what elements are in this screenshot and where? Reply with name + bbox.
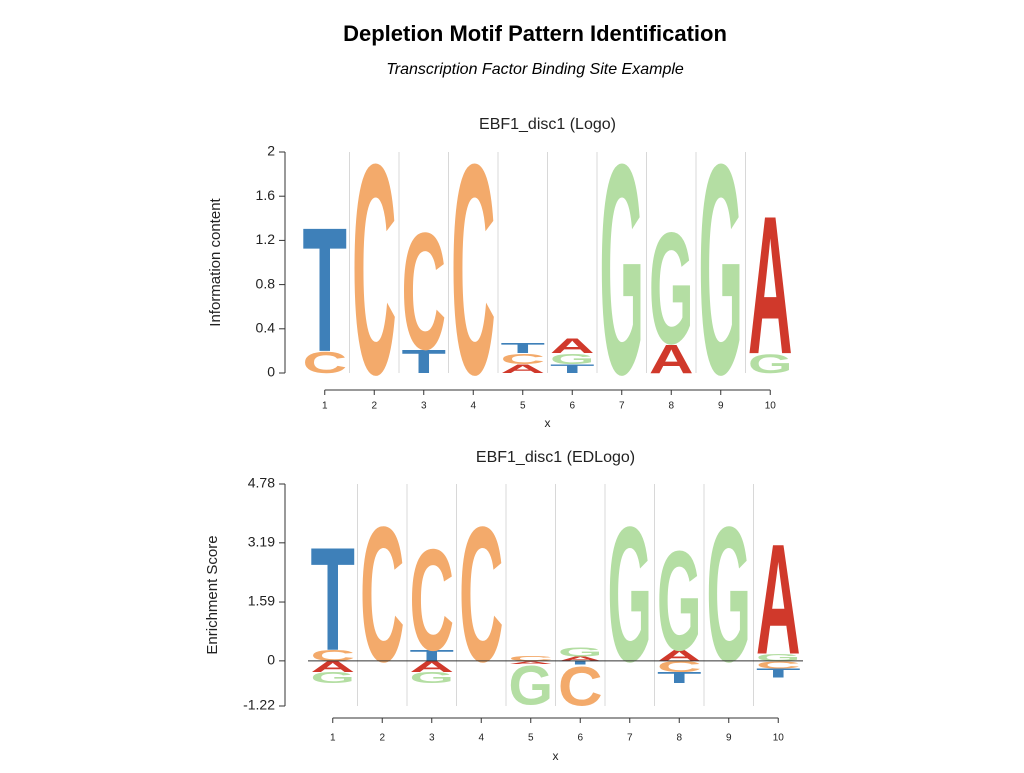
y-tick-label: 0 [267, 364, 275, 380]
logo-letter: A [409, 659, 454, 676]
x-tick-label: 1 [322, 401, 328, 412]
y-axis-label: Enrichment Score [204, 535, 221, 654]
logo-letter: C [508, 654, 553, 662]
logo-letter: A [550, 334, 595, 358]
logo-letter: T [657, 670, 702, 687]
logo-letter: A [748, 177, 793, 396]
logo-letter: T [550, 362, 595, 376]
x-tick-label: 4 [470, 401, 476, 412]
logo-letter: G [310, 670, 355, 687]
y-tick-label: 1.59 [248, 593, 275, 609]
x-tick-label: 2 [379, 733, 385, 744]
logo-letter: G [550, 351, 595, 368]
logo-letter: T [302, 192, 347, 389]
logo-letter: C [360, 486, 405, 702]
logo-letter: A [756, 510, 801, 687]
x-tick-label: 2 [371, 401, 377, 412]
logo-letter: G [748, 348, 793, 379]
x-tick-label: 8 [668, 401, 674, 412]
x-tick-label: 6 [577, 733, 583, 744]
y-tick-label: 2 [267, 143, 275, 159]
x-tick-label: 7 [619, 401, 625, 412]
logo-letter: C [352, 103, 397, 438]
logo-letter: G [558, 645, 603, 659]
x-tick-label: 10 [773, 733, 785, 744]
y-tick-label: 1.2 [256, 231, 276, 247]
logo-letter: G [649, 199, 694, 377]
y-tick-label: 0.4 [256, 320, 276, 336]
logo-letter: T [500, 340, 545, 357]
logo-letter: C [657, 659, 702, 676]
x-tick-label: 8 [676, 733, 682, 744]
x-tick-label: 10 [765, 401, 777, 412]
subplot-title: EBF1_disc1 (EDLogo) [476, 449, 635, 466]
logo-letter: T [401, 344, 446, 381]
x-tick-label: 3 [429, 733, 435, 744]
y-tick-label: 4.78 [248, 475, 275, 491]
y-axis-label: Information content [207, 197, 224, 326]
page-title: Depletion Motif Pattern Identification [343, 21, 727, 46]
page-subtitle: Transcription Factor Binding Site Exampl… [386, 61, 684, 78]
logo-letter: C [500, 351, 545, 368]
logo-letter: C [401, 198, 446, 384]
x-tick-label: 9 [718, 401, 724, 412]
x-tick-label: 5 [528, 733, 534, 744]
x-tick-label: 7 [627, 733, 633, 744]
logo-letter: G [599, 103, 644, 438]
subplot-title: EBF1_disc1 (Logo) [479, 116, 616, 133]
logo-letter: T [756, 666, 801, 680]
logo-letter: C [310, 647, 355, 664]
logo-letter: G [706, 486, 751, 702]
y-tick-label: 1.6 [256, 187, 276, 203]
y-tick-label: -1.22 [243, 697, 275, 713]
y-tick-label: 3.19 [248, 534, 275, 550]
logo-letter: A [649, 336, 694, 382]
logo-letter: G [657, 521, 702, 681]
logo-letter: C [756, 659, 801, 670]
logo-letter: T [558, 660, 603, 666]
logo-letter: G [607, 486, 652, 702]
x-axis-label: x [545, 416, 551, 430]
y-tick-label: 0 [267, 652, 275, 668]
y-tick-label: 0.8 [256, 275, 276, 291]
logo-letter: T [310, 517, 355, 682]
x-tick-label: 4 [478, 733, 484, 744]
logo-letter: C [459, 486, 504, 702]
logo-letter: G [508, 655, 553, 717]
x-tick-label: 6 [569, 401, 575, 412]
logo-letter: C [558, 656, 603, 718]
logo-letter: C [302, 346, 347, 380]
logo-letter: A [508, 660, 553, 665]
x-tick-label: 3 [421, 401, 427, 412]
x-tick-label: 5 [520, 401, 526, 412]
logo-letter: T [409, 647, 454, 664]
logo-letter: G [756, 652, 801, 663]
logo-letter: A [310, 659, 355, 676]
x-axis-label: x [553, 749, 559, 763]
logo-letter: A [500, 362, 545, 376]
x-tick-label: 9 [726, 733, 732, 744]
logo-letter: A [558, 656, 603, 663]
x-tick-label: 1 [330, 733, 336, 744]
logo-letter: G [698, 103, 743, 438]
logo-letter: G [409, 670, 454, 687]
logo-letter: A [657, 647, 702, 664]
logo-letter: C [451, 103, 496, 438]
logo-letter: C [409, 519, 454, 680]
